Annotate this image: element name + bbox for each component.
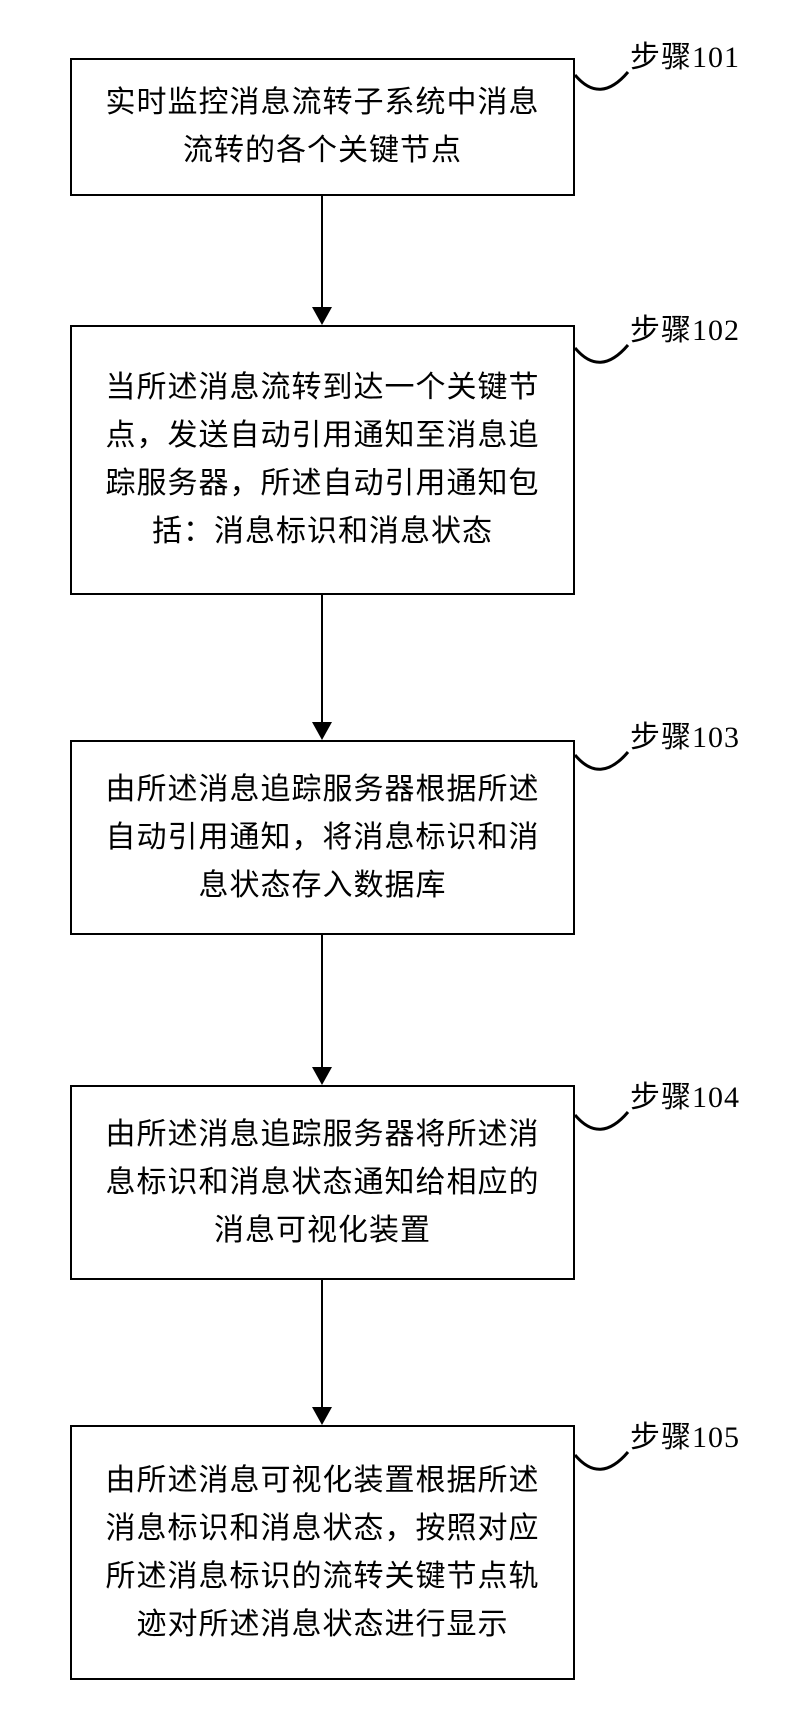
callout-101 xyxy=(575,60,635,115)
arrow-head-3 xyxy=(312,1067,332,1085)
arrow-line-4 xyxy=(321,1280,323,1407)
flow-step-102-text: 当所述消息流转到达一个关键节点，发送自动引用通知至消息追踪服务器，所述自动引用通… xyxy=(92,364,553,556)
step-label-105: 步骤105 xyxy=(630,1412,740,1456)
flow-step-104-text: 由所述消息追踪服务器将所述消息标识和消息状态通知给相应的消息可视化装置 xyxy=(92,1111,553,1255)
flow-step-103-text: 由所述消息追踪服务器根据所述自动引用通知，将消息标识和消息状态存入数据库 xyxy=(92,766,553,910)
arrow-head-4 xyxy=(312,1407,332,1425)
arrow-head-2 xyxy=(312,722,332,740)
flow-step-101-text: 实时监控消息流转子系统中消息流转的各个关键节点 xyxy=(92,79,553,175)
callout-104 xyxy=(575,1100,635,1155)
callout-102 xyxy=(575,333,635,388)
arrow-line-3 xyxy=(321,935,323,1067)
arrow-head-1 xyxy=(312,307,332,325)
flow-step-103: 由所述消息追踪服务器根据所述自动引用通知，将消息标识和消息状态存入数据库 xyxy=(70,740,575,935)
arrow-line-2 xyxy=(321,595,323,722)
step-label-103: 步骤103 xyxy=(630,712,740,756)
flow-step-105-text: 由所述消息可视化装置根据所述消息标识和消息状态，按照对应所述消息标识的流转关键节… xyxy=(92,1457,553,1649)
flow-step-105: 由所述消息可视化装置根据所述消息标识和消息状态，按照对应所述消息标识的流转关键节… xyxy=(70,1425,575,1680)
step-label-102: 步骤102 xyxy=(630,305,740,349)
step-label-101: 步骤101 xyxy=(630,32,740,76)
flow-step-101: 实时监控消息流转子系统中消息流转的各个关键节点 xyxy=(70,58,575,196)
callout-103 xyxy=(575,740,635,795)
arrow-line-1 xyxy=(321,196,323,307)
step-label-104: 步骤104 xyxy=(630,1072,740,1116)
flow-step-104: 由所述消息追踪服务器将所述消息标识和消息状态通知给相应的消息可视化装置 xyxy=(70,1085,575,1280)
callout-105 xyxy=(575,1440,635,1495)
flow-step-102: 当所述消息流转到达一个关键节点，发送自动引用通知至消息追踪服务器，所述自动引用通… xyxy=(70,325,575,595)
flowchart-container: 实时监控消息流转子系统中消息流转的各个关键节点 步骤101 当所述消息流转到达一… xyxy=(0,0,801,1722)
